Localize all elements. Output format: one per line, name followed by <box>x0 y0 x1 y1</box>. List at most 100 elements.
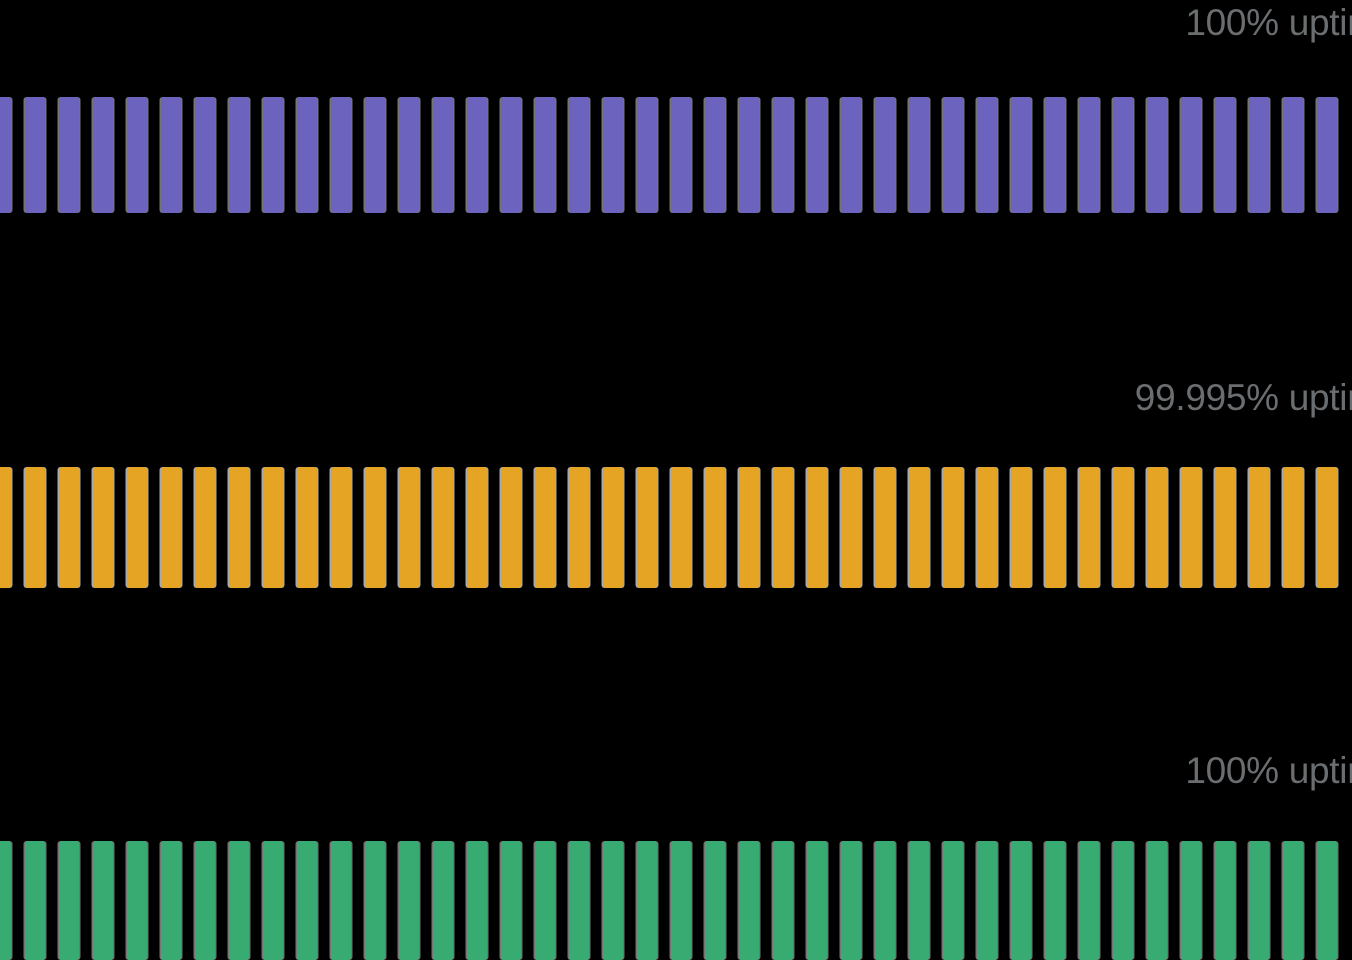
uptime-bar[interactable] <box>1215 467 1235 588</box>
uptime-bar[interactable] <box>0 467 11 588</box>
uptime-bar[interactable] <box>943 97 963 213</box>
uptime-bar[interactable] <box>841 467 861 588</box>
uptime-bar[interactable] <box>1011 841 1031 960</box>
uptime-bar[interactable] <box>297 841 317 960</box>
uptime-bar[interactable] <box>25 841 45 960</box>
uptime-bar[interactable] <box>25 97 45 213</box>
uptime-bar[interactable] <box>161 467 181 588</box>
uptime-bar[interactable] <box>127 97 147 213</box>
uptime-bar[interactable] <box>875 97 895 213</box>
uptime-bar[interactable] <box>1045 467 1065 588</box>
uptime-bar[interactable] <box>637 467 657 588</box>
uptime-bar[interactable] <box>399 467 419 588</box>
uptime-bar[interactable] <box>807 467 827 588</box>
uptime-bar[interactable] <box>1079 841 1099 960</box>
uptime-bar[interactable] <box>1147 97 1167 213</box>
uptime-bar[interactable] <box>433 841 453 960</box>
uptime-bar[interactable] <box>365 97 385 213</box>
uptime-bar[interactable] <box>1113 467 1133 588</box>
uptime-bar[interactable] <box>365 467 385 588</box>
uptime-bar[interactable] <box>671 467 691 588</box>
uptime-bar[interactable] <box>433 97 453 213</box>
uptime-bar[interactable] <box>127 467 147 588</box>
uptime-bar[interactable] <box>739 841 759 960</box>
uptime-bar[interactable] <box>705 97 725 213</box>
uptime-bar[interactable] <box>467 467 487 588</box>
uptime-bar[interactable] <box>501 841 521 960</box>
uptime-bar[interactable] <box>1249 467 1269 588</box>
uptime-bar[interactable] <box>331 97 351 213</box>
uptime-bar-strip-3[interactable] <box>0 841 1352 960</box>
uptime-bar[interactable] <box>569 97 589 213</box>
uptime-bar[interactable] <box>93 97 113 213</box>
uptime-bar[interactable] <box>875 467 895 588</box>
uptime-bar[interactable] <box>1011 97 1031 213</box>
uptime-bar[interactable] <box>773 467 793 588</box>
uptime-bar[interactable] <box>0 841 11 960</box>
uptime-bar[interactable] <box>1317 97 1337 213</box>
uptime-bar[interactable] <box>1215 841 1235 960</box>
uptime-bar[interactable] <box>229 97 249 213</box>
uptime-bar[interactable] <box>671 841 691 960</box>
uptime-bar[interactable] <box>535 97 555 213</box>
uptime-bar[interactable] <box>1181 841 1201 960</box>
uptime-bar[interactable] <box>603 841 623 960</box>
uptime-bar[interactable] <box>331 841 351 960</box>
uptime-bar[interactable] <box>977 97 997 213</box>
uptime-bar[interactable] <box>331 467 351 588</box>
uptime-bar[interactable] <box>671 97 691 213</box>
uptime-bar[interactable] <box>161 97 181 213</box>
uptime-bar[interactable] <box>229 841 249 960</box>
uptime-bar[interactable] <box>297 97 317 213</box>
uptime-bar[interactable] <box>1113 97 1133 213</box>
uptime-bar[interactable] <box>909 97 929 213</box>
uptime-bar[interactable] <box>535 841 555 960</box>
uptime-bar[interactable] <box>1147 841 1167 960</box>
uptime-bar[interactable] <box>93 467 113 588</box>
uptime-bar[interactable] <box>943 467 963 588</box>
uptime-bar[interactable] <box>195 841 215 960</box>
uptime-bar[interactable] <box>841 97 861 213</box>
uptime-bar[interactable] <box>569 841 589 960</box>
uptime-bar[interactable] <box>1283 841 1303 960</box>
uptime-bar[interactable] <box>1181 97 1201 213</box>
uptime-bar[interactable] <box>943 841 963 960</box>
uptime-bar[interactable] <box>59 97 79 213</box>
uptime-bar[interactable] <box>433 467 453 588</box>
uptime-bar-strip-1[interactable] <box>0 97 1352 213</box>
uptime-bar[interactable] <box>93 841 113 960</box>
uptime-bar[interactable] <box>1079 97 1099 213</box>
uptime-bar[interactable] <box>1283 97 1303 213</box>
uptime-bar[interactable] <box>501 97 521 213</box>
uptime-bar[interactable] <box>467 97 487 213</box>
uptime-bar[interactable] <box>297 467 317 588</box>
uptime-bar[interactable] <box>569 467 589 588</box>
uptime-bar[interactable] <box>229 467 249 588</box>
uptime-bar[interactable] <box>875 841 895 960</box>
uptime-bar[interactable] <box>1181 467 1201 588</box>
uptime-bar[interactable] <box>161 841 181 960</box>
uptime-bar[interactable] <box>1079 467 1099 588</box>
uptime-bar[interactable] <box>535 467 555 588</box>
uptime-bar[interactable] <box>807 97 827 213</box>
uptime-bar[interactable] <box>1045 841 1065 960</box>
uptime-bar[interactable] <box>1215 97 1235 213</box>
uptime-bar[interactable] <box>263 841 283 960</box>
uptime-bar[interactable] <box>263 467 283 588</box>
uptime-bar[interactable] <box>705 841 725 960</box>
uptime-bar-strip-2[interactable] <box>0 467 1352 588</box>
uptime-bar[interactable] <box>25 467 45 588</box>
uptime-bar[interactable] <box>127 841 147 960</box>
uptime-bar[interactable] <box>59 841 79 960</box>
uptime-bar[interactable] <box>365 841 385 960</box>
uptime-bar[interactable] <box>773 97 793 213</box>
uptime-bar[interactable] <box>195 467 215 588</box>
uptime-bar[interactable] <box>1317 841 1337 960</box>
uptime-bar[interactable] <box>399 841 419 960</box>
uptime-bar[interactable] <box>909 467 929 588</box>
uptime-bar[interactable] <box>1249 97 1269 213</box>
uptime-bar[interactable] <box>637 97 657 213</box>
uptime-bar[interactable] <box>1147 467 1167 588</box>
uptime-bar[interactable] <box>263 97 283 213</box>
uptime-bar[interactable] <box>1113 841 1133 960</box>
